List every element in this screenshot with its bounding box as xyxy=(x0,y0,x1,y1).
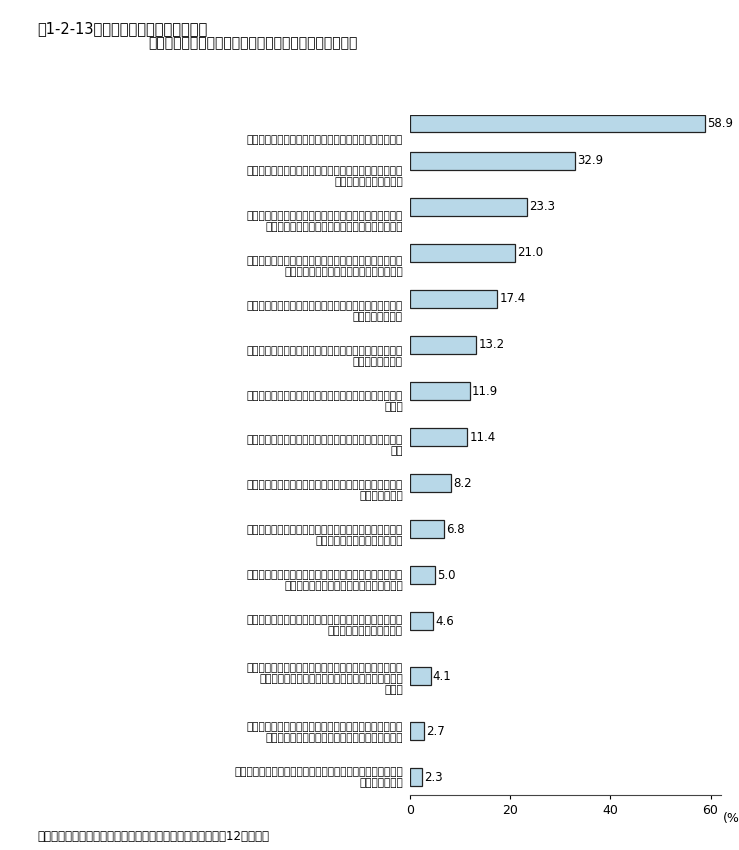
Bar xyxy=(410,337,476,354)
Text: 海外における製品ニーズ等の情報が研究現場を活性化さ: 海外における製品ニーズ等の情報が研究現場を活性化さ xyxy=(247,435,403,445)
Bar xyxy=(410,768,422,785)
Text: 4.1: 4.1 xyxy=(432,670,452,683)
Text: せた: せた xyxy=(390,446,403,456)
Text: 専門分野のグローバルな研究動向に関する情報が研究現: 専門分野のグローバルな研究動向に関する情報が研究現 xyxy=(247,301,403,311)
Text: 特定の研究分野へ偏向しており、それ以外の分野に対処: 特定の研究分野へ偏向しており、それ以外の分野に対処 xyxy=(247,525,403,536)
Text: (%): (%) xyxy=(723,812,739,824)
Bar xyxy=(410,382,470,399)
Text: 計画性やコスト意識、時間感覚など、企業経営に対する意識: 計画性やコスト意識、時間感覚など、企業経営に対する意識 xyxy=(234,767,403,777)
Text: 場を活性化させた: 場を活性化させた xyxy=(353,357,403,366)
Text: 17.4: 17.4 xyxy=(500,292,525,305)
Bar xyxy=(410,520,444,538)
Text: 研究開発活動は、日本人研究者のみで実行可能であるた: 研究開発活動は、日本人研究者のみで実行可能であるた xyxy=(247,722,403,732)
Text: 場を活性化させた: 場を活性化させた xyxy=(353,312,403,322)
Text: 6.8: 6.8 xyxy=(446,523,465,536)
Text: 58.9: 58.9 xyxy=(707,117,733,130)
Text: 文化的背景の違いに起因する、研究方針・研究の進め方: 文化的背景の違いに起因する、研究方針・研究の進め方 xyxy=(247,570,403,581)
Text: め、外国人研究者の必要性がないことが判明した: め、外国人研究者の必要性がないことが判明した xyxy=(265,733,403,743)
Text: などの日本人研究者との違いが大きかった: などの日本人研究者との違いが大きかった xyxy=(284,581,403,592)
Bar xyxy=(410,152,575,169)
Text: が困難であった: が困難であった xyxy=(359,491,403,501)
Bar xyxy=(410,428,467,445)
Text: ストを要するのに対し、成果を評価するのが困難で: ストを要するのに対し、成果を評価するのが困難で xyxy=(259,674,403,684)
Text: 第1-2-13図　外国人研究開発者の評価: 第1-2-13図 外国人研究開発者の評価 xyxy=(37,21,207,37)
Text: （過去３年間に実際に採用経験のある企業からの回答）: （過去３年間に実際に採用経験のある企業からの回答） xyxy=(148,37,357,50)
Text: 言葉など日本人研究者とのコミュニケーションに問題が: 言葉など日本人研究者とのコミュニケーションに問題が xyxy=(247,390,403,400)
Text: 11.9: 11.9 xyxy=(471,384,498,398)
Text: 8.2: 8.2 xyxy=(453,477,471,490)
Text: あった: あった xyxy=(384,401,403,411)
Text: 13.2: 13.2 xyxy=(478,338,504,351)
Text: 32.9: 32.9 xyxy=(577,155,603,167)
Text: 4.6: 4.6 xyxy=(435,615,454,627)
Text: 専門分野以外の幅広い分野における知識や経験が研究現: 専門分野以外の幅広い分野における知識や経験が研究現 xyxy=(247,346,403,355)
Bar xyxy=(410,474,452,492)
Bar xyxy=(410,566,435,584)
Text: 2.3: 2.3 xyxy=(423,771,442,784)
Text: 雰囲気を創出し、研究現場を活性化させた: 雰囲気を創出し、研究現場を活性化させた xyxy=(284,267,403,277)
Text: 23.3: 23.3 xyxy=(529,201,555,213)
Text: 過剰な自己主張や協調性の欠如など、企業内での共同作: 過剰な自己主張や協調性の欠如など、企業内での共同作 xyxy=(247,615,403,625)
Text: 専門分野における知識や経験が研究現場を活性化させた: 専門分野における知識や経験が研究現場を活性化させた xyxy=(247,135,403,145)
Bar xyxy=(410,613,433,630)
Text: 業への適応に問題があった: 業への適応に問題があった xyxy=(328,626,403,636)
Bar xyxy=(410,290,497,308)
Bar xyxy=(410,115,705,133)
Bar xyxy=(410,198,527,216)
Text: しようとする意志に欠けていた: しようとする意志に欠けていた xyxy=(316,536,403,547)
Text: あった: あった xyxy=(384,685,403,695)
Text: 研究現場を活性化させた: 研究現場を活性化させた xyxy=(334,177,403,187)
Text: 独創的な発想など現状の研究現場にはない新たな視点が: 独創的な発想など現状の研究現場にはない新たな視点が xyxy=(247,166,403,176)
Text: 21.0: 21.0 xyxy=(517,246,543,259)
Text: 出身元である海外の大学、企業、研究所との人脈、対外: 出身元である海外の大学、企業、研究所との人脈、対外 xyxy=(247,211,403,221)
Text: 2.7: 2.7 xyxy=(426,724,444,738)
Text: 5.0: 5.0 xyxy=(437,569,456,581)
Bar xyxy=(410,244,515,262)
Text: 外国人研究者の採用には日本人研究者のよりも多大なコ: 外国人研究者の採用には日本人研究者のよりも多大なコ xyxy=(247,663,403,673)
Bar xyxy=(410,667,431,685)
Bar xyxy=(410,722,423,740)
Text: 11.4: 11.4 xyxy=(469,431,495,444)
Text: 企業側が望む終身契約など長期的な雇用を実現すること: 企業側が望む終身契約など長期的な雇用を実現すること xyxy=(247,480,403,490)
Text: 接点が形成・強化され、研究現場を活性化させた: 接点が形成・強化され、研究現場を活性化させた xyxy=(265,222,403,232)
Text: に問題があった: に問題があった xyxy=(359,778,403,788)
Text: 資料：文部科学省「民間企業の研究活動に関する調査（平成12年度）」: 資料：文部科学省「民間企業の研究活動に関する調査（平成12年度）」 xyxy=(37,830,269,843)
Text: 研究者自身の性格や研究方針などが研究現場で競争的な: 研究者自身の性格や研究方針などが研究現場で競争的な xyxy=(247,256,403,266)
